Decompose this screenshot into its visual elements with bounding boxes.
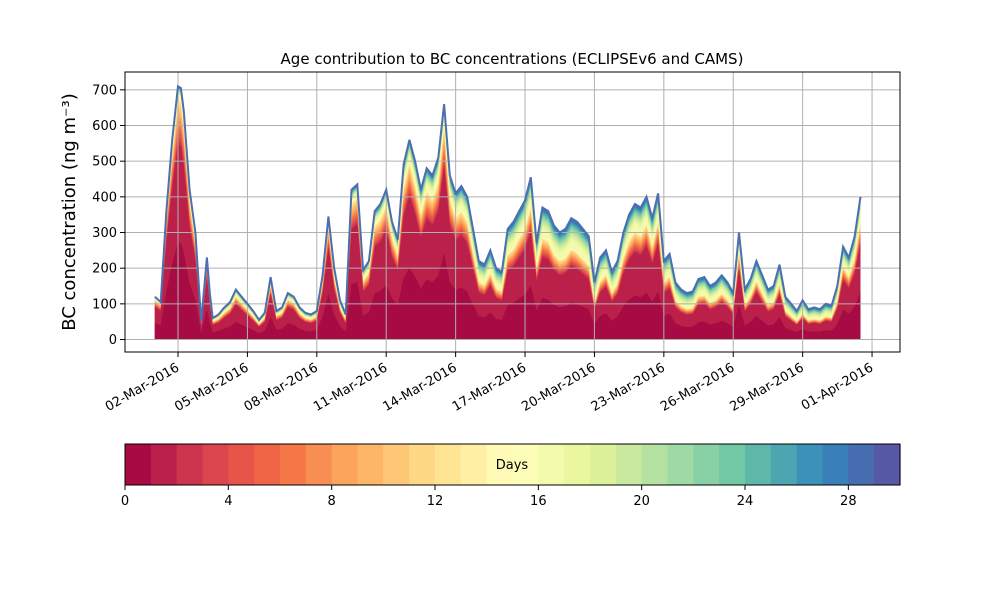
age-layer-day-0 xyxy=(154,242,861,340)
colorbar-cell xyxy=(357,444,384,485)
colorbar-cell xyxy=(254,444,281,485)
colorbar-cell xyxy=(176,444,204,485)
colorbar-cell xyxy=(486,444,514,485)
colorbar-tick-label: 28 xyxy=(840,494,857,509)
colorbar-cell xyxy=(512,444,539,485)
colorbar-cell xyxy=(641,444,669,485)
colorbar-cell xyxy=(150,444,178,485)
colorbar-cell xyxy=(538,444,565,485)
colorbar-cell xyxy=(383,444,410,485)
colorbar-cell xyxy=(796,444,824,485)
colorbar-tick-label: 24 xyxy=(737,494,754,509)
colorbar-cell xyxy=(590,444,617,485)
colorbar-cell xyxy=(409,444,436,485)
plot-area xyxy=(125,72,900,352)
colorbar-cell xyxy=(202,444,229,485)
colorbar-cell xyxy=(874,444,901,485)
y-tick-label: 700 xyxy=(92,83,117,98)
colorbar-cell xyxy=(770,444,798,485)
colorbar-cell xyxy=(460,444,488,485)
colorbar-tick-label: 12 xyxy=(427,494,444,509)
y-tick-label: 300 xyxy=(92,226,117,241)
colorbar-ticks: 0 4 8 12 16 20 24 28 xyxy=(121,485,857,509)
y-tick-label: 100 xyxy=(92,297,117,312)
y-axis-label: BC concentration (ng m⁻³) xyxy=(59,93,80,331)
colorbar-cell xyxy=(693,444,720,485)
total-concentration-line xyxy=(154,84,862,322)
colorbar-frame xyxy=(124,443,901,486)
colorbar-cell xyxy=(125,444,152,485)
colorbar-cell xyxy=(564,444,591,485)
stacked-age-areas xyxy=(154,86,861,340)
colorbar-cell xyxy=(280,444,307,485)
y-tick-label: 400 xyxy=(92,190,117,205)
plot-frame xyxy=(124,71,901,353)
colorbar-cell xyxy=(331,444,359,485)
colorbar-label: Days xyxy=(496,458,529,473)
age-layer-day-1 xyxy=(154,145,861,340)
colorbar-cell xyxy=(667,444,694,485)
colorbar-tick-label: 16 xyxy=(530,494,547,509)
chart-title: Age contribution to BC concentrations (E… xyxy=(281,50,744,68)
colorbar-cell xyxy=(822,444,849,485)
colorbar-cell xyxy=(435,444,462,485)
colorbar-cell xyxy=(745,444,772,485)
colorbar-tick-label: 4 xyxy=(224,494,232,509)
colorbar-cell xyxy=(305,444,333,485)
colorbar-cells xyxy=(125,444,901,485)
colorbar-tick-label: 20 xyxy=(633,494,650,509)
y-axis-ticks: 0 100 200 300 400 500 600 700 xyxy=(92,83,125,348)
colorbar-cell xyxy=(848,444,875,485)
y-tick-label: 200 xyxy=(92,262,117,277)
colorbar-cell xyxy=(228,444,255,485)
colorbar-cell xyxy=(719,444,746,485)
colorbar: Days 0 4 8 12 16 20 24 28 xyxy=(121,443,901,509)
colorbar-cell xyxy=(615,444,643,485)
y-tick-label: 0 xyxy=(109,333,117,348)
colorbar-tick-label: 0 xyxy=(121,494,129,509)
y-tick-label: 500 xyxy=(92,155,117,170)
y-tick-label: 600 xyxy=(92,119,117,134)
colorbar-tick-label: 8 xyxy=(328,494,336,509)
